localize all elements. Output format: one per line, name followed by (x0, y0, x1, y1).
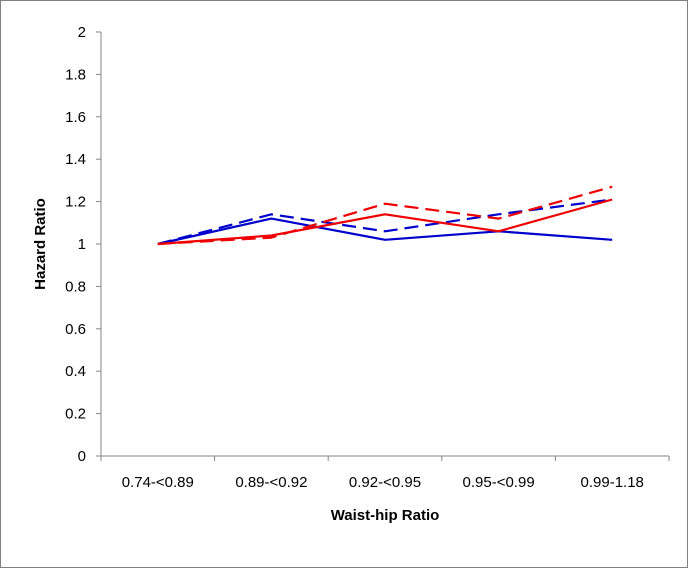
x-tick-label: 0.92-<0.95 (349, 474, 421, 491)
x-tick-label: 0.89-<0.92 (235, 474, 307, 491)
x-tick-labels: 0.74-<0.89 0.89-<0.92 0.92-<0.95 0.95-<0.99… (122, 474, 644, 491)
y-tick-label: 0 (78, 448, 86, 465)
y-tick-label: 0.4 (65, 363, 86, 380)
x-tick-label: 0.74-<0.89 (122, 474, 194, 491)
series-layer (157, 185, 613, 246)
y-tick-label: 0.8 (65, 278, 86, 295)
y-tick-label: 1 (78, 236, 86, 253)
y-tick-label: 1.6 (65, 109, 86, 126)
y-tick-labels: 0 0.2 0.4 0.6 0.8 1 1.2 1.4 1.6 1.8 2 (65, 24, 86, 465)
series-line-1 (157, 217, 613, 246)
y-axis-title: Hazard Ratio (32, 198, 49, 290)
series-line-3 (157, 198, 613, 246)
y-tick-label: 1.4 (65, 151, 86, 168)
series-line-4 (157, 185, 613, 246)
y-tick-label: 0.2 (65, 406, 86, 423)
axes (96, 31, 670, 461)
y-tick-label: 0.6 (65, 321, 86, 338)
x-tick-label: 0.99-1.18 (581, 474, 644, 491)
x-tick-label: 0.95-<0.99 (463, 474, 535, 491)
y-tick-label: 2 (78, 24, 86, 41)
y-tick-label: 1.2 (65, 194, 86, 211)
series-line-2 (157, 198, 613, 246)
x-axis-title: Waist-hip Ratio (331, 507, 440, 524)
y-tick-label: 1.8 (65, 66, 86, 83)
